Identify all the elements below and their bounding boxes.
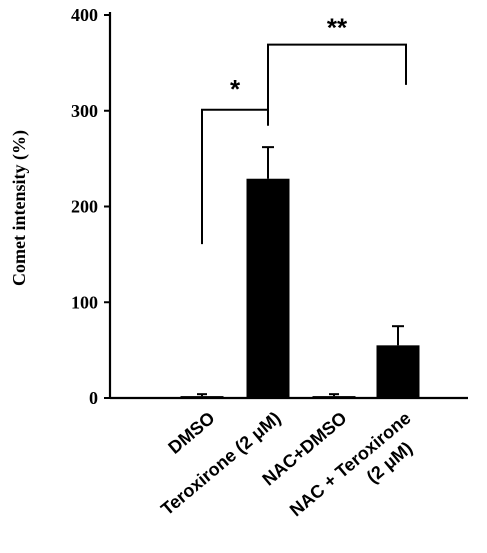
y-axis-title: Comet intensity (%) [9, 130, 30, 286]
y-axis-ticks: 0 100 200 300 400 [71, 5, 110, 408]
bar [180, 396, 224, 398]
y-tick-label: 200 [71, 197, 98, 217]
category-label: Teroxirone (2 μM) [157, 408, 285, 520]
significance-label: ** [327, 13, 348, 43]
significance-brackets: *** [201, 13, 407, 245]
bar [312, 396, 356, 398]
y-tick-label: 100 [71, 292, 98, 312]
significance-bracket [201, 108, 269, 245]
category-label-line: DMSO [164, 408, 218, 458]
y-tick-label: 300 [71, 101, 98, 121]
category-label: DMSO [164, 408, 218, 458]
significance-label: * [230, 74, 241, 104]
y-tick-label: 0 [89, 388, 98, 408]
category-label-line: Teroxirone (2 μM) [157, 408, 285, 520]
bar [246, 178, 290, 398]
category-label: NAC + Teroxirone(2 μM) [286, 408, 416, 521]
y-tick-label: 400 [71, 5, 98, 25]
significance-bracket [267, 43, 407, 110]
bars [180, 146, 420, 398]
bar [376, 345, 420, 398]
